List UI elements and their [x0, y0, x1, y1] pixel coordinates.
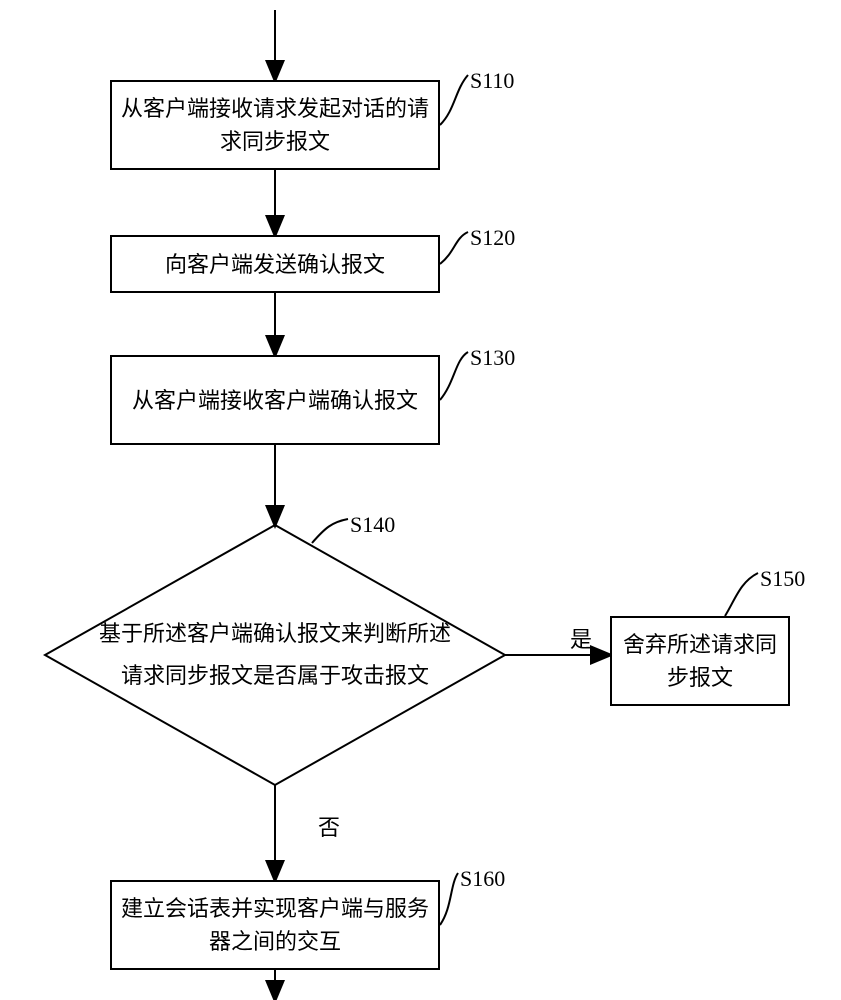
- node-s140-text: 基于所述客户端确认报文来判断所述请求同步报文是否属于攻击报文: [95, 613, 455, 697]
- flowchart-canvas: 从客户端接收请求发起对话的请求同步报文 S110 向客户端发送确认报文 S120…: [0, 0, 841, 1000]
- node-s150-text: 舍弃所述请求同步报文: [618, 628, 782, 694]
- label-s150: S150: [760, 566, 805, 592]
- label-s130-text: S130: [470, 345, 515, 370]
- label-s130: S130: [470, 345, 515, 371]
- node-s130: 从客户端接收客户端确认报文: [110, 355, 440, 445]
- node-s140: 基于所述客户端确认报文来判断所述请求同步报文是否属于攻击报文: [45, 525, 505, 785]
- decision-yes-label: 是: [570, 622, 592, 654]
- label-s120-text: S120: [470, 225, 515, 250]
- label-s160-text: S160: [460, 866, 505, 891]
- label-s150-text: S150: [760, 566, 805, 591]
- node-s120: 向客户端发送确认报文: [110, 235, 440, 293]
- label-s140: S140: [350, 512, 395, 538]
- decision-no-label: 否: [318, 810, 340, 842]
- decision-yes-text: 是: [570, 627, 592, 652]
- node-s160-text: 建立会话表并实现客户端与服务器之间的交互: [118, 892, 432, 958]
- node-s110-text: 从客户端接收请求发起对话的请求同步报文: [118, 92, 432, 158]
- label-s110-text: S110: [470, 68, 514, 93]
- node-s150: 舍弃所述请求同步报文: [610, 616, 790, 706]
- label-s140-text: S140: [350, 512, 395, 537]
- node-s120-text: 向客户端发送确认报文: [165, 248, 385, 281]
- node-s160: 建立会话表并实现客户端与服务器之间的交互: [110, 880, 440, 970]
- label-s160: S160: [460, 866, 505, 892]
- label-s120: S120: [470, 225, 515, 251]
- node-s130-text: 从客户端接收客户端确认报文: [132, 384, 418, 417]
- node-s110: 从客户端接收请求发起对话的请求同步报文: [110, 80, 440, 170]
- decision-no-text: 否: [318, 815, 340, 840]
- label-s110: S110: [470, 68, 514, 94]
